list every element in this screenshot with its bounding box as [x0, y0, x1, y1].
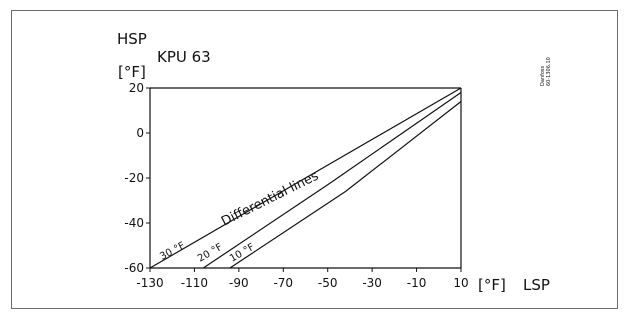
series-label-10F: 10 °F: [228, 242, 257, 265]
chart-frame: [11, 10, 618, 309]
x-tick-label: -90: [229, 276, 249, 290]
series-line-2: [202, 92, 462, 269]
x-axis-label: LSP: [523, 276, 550, 294]
y-axis-label: HSP: [117, 30, 147, 48]
x-ticks: -130 -110 -90 -70 -50 -30 -10 10: [136, 268, 469, 290]
series-label-30F: 30 °F: [158, 240, 187, 262]
series-label-20F: 20 °F: [196, 242, 225, 265]
y-tick-label: 20: [129, 81, 144, 95]
y-tick-label: 0: [136, 126, 144, 140]
axes: [149, 87, 462, 269]
y-tick-label: -60: [124, 261, 144, 275]
danfoss-watermark: Danfoss 60-1306.10: [540, 57, 552, 86]
x-tick-label: -10: [407, 276, 427, 290]
series-line-1: [149, 87, 462, 269]
series-lines: [149, 87, 462, 269]
x-tick-label: -110: [181, 276, 208, 290]
watermark-brand: Danfoss: [540, 65, 546, 86]
x-axis-unit: [°F]: [478, 276, 506, 294]
x-tick-label: -130: [136, 276, 163, 290]
chart-title: KPU 63: [157, 48, 211, 66]
x-tick-label: -30: [362, 276, 382, 290]
y-tick-label: -20: [124, 171, 144, 185]
x-tick-label: -50: [318, 276, 338, 290]
y-tick-label: -40: [124, 216, 144, 230]
x-tick-label: 10: [453, 276, 468, 290]
y-ticks: 20 0 -20 -40 -60: [124, 81, 150, 275]
watermark-code: 60-1306.10: [546, 57, 552, 86]
series-line-3: [229, 101, 462, 269]
y-axis-unit: [°F]: [118, 63, 146, 81]
x-tick-label: -70: [273, 276, 293, 290]
